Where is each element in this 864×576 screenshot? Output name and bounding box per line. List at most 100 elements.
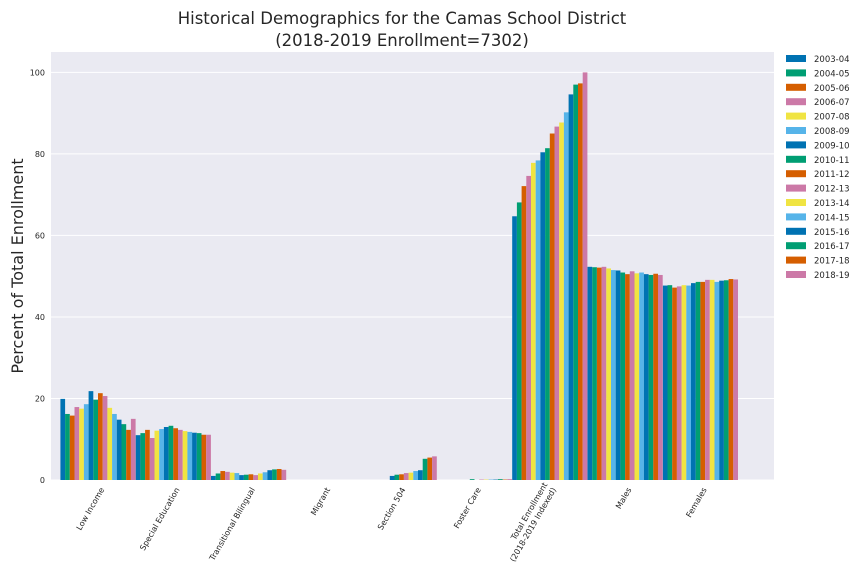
- bar: [140, 433, 146, 480]
- bar: [178, 429, 183, 480]
- bar: [620, 272, 626, 480]
- bar: [559, 122, 564, 480]
- y-axis-label: Percent of Total Enrollment: [8, 158, 27, 373]
- bar: [60, 398, 66, 480]
- bar: [399, 474, 404, 480]
- legend-label: 2005-06: [814, 84, 850, 94]
- legend-swatch: [786, 141, 806, 149]
- bar: [507, 479, 513, 480]
- bar: [653, 273, 658, 480]
- bar: [187, 431, 193, 480]
- bar: [83, 404, 89, 480]
- bar: [695, 281, 701, 480]
- bar: [658, 274, 663, 480]
- bar: [427, 457, 433, 480]
- legend-swatch: [786, 213, 806, 221]
- legend-label: 2017-18: [814, 257, 850, 267]
- bar: [634, 273, 640, 480]
- bar: [554, 126, 560, 480]
- bar: [98, 393, 103, 480]
- y-tick-label: 80: [35, 150, 45, 159]
- bar: [578, 83, 583, 481]
- bar: [281, 469, 287, 480]
- bar: [234, 473, 240, 480]
- legend-label: 2008-09: [814, 127, 850, 137]
- legend-label: 2006-07: [814, 98, 850, 108]
- bar: [681, 285, 687, 480]
- x-tick-label-line: Transitional Bilingual: [207, 486, 257, 563]
- bar: [102, 396, 108, 480]
- x-tick-label-line: Females: [684, 486, 708, 519]
- bar: [112, 413, 117, 480]
- bar: [676, 286, 682, 480]
- x-tick-label: Special Education: [138, 486, 181, 552]
- bar: [163, 427, 169, 480]
- bar: [535, 160, 541, 480]
- bar: [220, 471, 226, 480]
- bar: [408, 472, 414, 480]
- legend-swatch: [786, 112, 806, 120]
- bar: [498, 479, 503, 480]
- bar: [728, 279, 734, 480]
- bar: [267, 470, 273, 480]
- bar: [225, 471, 230, 480]
- bar: [540, 152, 546, 480]
- x-tick-label-line: Special Education: [138, 486, 181, 552]
- bar: [723, 280, 729, 480]
- bar: [709, 279, 715, 480]
- bar: [648, 274, 654, 480]
- bar: [531, 162, 536, 480]
- legend-label: 2013-14: [814, 199, 850, 209]
- legend-label: 2011-12: [814, 170, 850, 180]
- legend-swatch: [786, 199, 806, 206]
- legend-swatch: [786, 98, 806, 106]
- x-tick-labels: Low Income Special Education Transitional …: [75, 481, 709, 563]
- bar: [243, 474, 249, 480]
- bar: [196, 433, 202, 480]
- bar: [714, 281, 720, 480]
- bar: [625, 274, 630, 480]
- legend: 2003-04 2004-05 2005-06 2006-07 2007-08 2008-…: [786, 55, 850, 281]
- bar: [582, 72, 588, 480]
- bar: [667, 285, 673, 480]
- legend-label: 2018-19: [814, 271, 850, 281]
- x-tick-label: Females: [684, 486, 708, 519]
- bar: [145, 429, 150, 480]
- legend-swatch: [786, 242, 806, 250]
- bar: [545, 148, 550, 480]
- x-tick-label-line: Low Income: [75, 486, 107, 532]
- bars: [60, 72, 738, 481]
- legend-swatch: [786, 170, 806, 178]
- bar: [422, 458, 428, 480]
- bar: [126, 429, 131, 480]
- legend-label: 2010-11: [814, 156, 850, 166]
- bar: [394, 474, 400, 480]
- bar: [116, 419, 122, 480]
- legend-label: 2004-05: [814, 69, 850, 79]
- bar: [615, 270, 621, 480]
- legend-swatch: [786, 256, 806, 264]
- bar: [403, 473, 409, 480]
- bar: [272, 469, 277, 480]
- bar: [248, 474, 254, 480]
- bar: [159, 429, 164, 480]
- legend-swatch: [786, 155, 806, 163]
- bar: [629, 271, 635, 480]
- bar: [239, 475, 244, 480]
- bar: [262, 472, 268, 480]
- x-tick-label-line: Section 504: [376, 486, 408, 532]
- bar: [573, 84, 578, 480]
- bar: [149, 438, 155, 480]
- legend-label: 2009-10: [814, 141, 850, 151]
- bar: [154, 430, 160, 480]
- bar: [639, 272, 644, 480]
- legend-swatch: [786, 55, 806, 62]
- x-tick-label: Section 504: [376, 486, 408, 532]
- bar: [512, 216, 517, 480]
- legend-swatch: [786, 184, 806, 192]
- bar: [719, 280, 724, 480]
- legend-label: 2003-04: [814, 55, 850, 65]
- bar: [516, 202, 522, 480]
- x-tick-label-line: Foster Care: [452, 486, 483, 530]
